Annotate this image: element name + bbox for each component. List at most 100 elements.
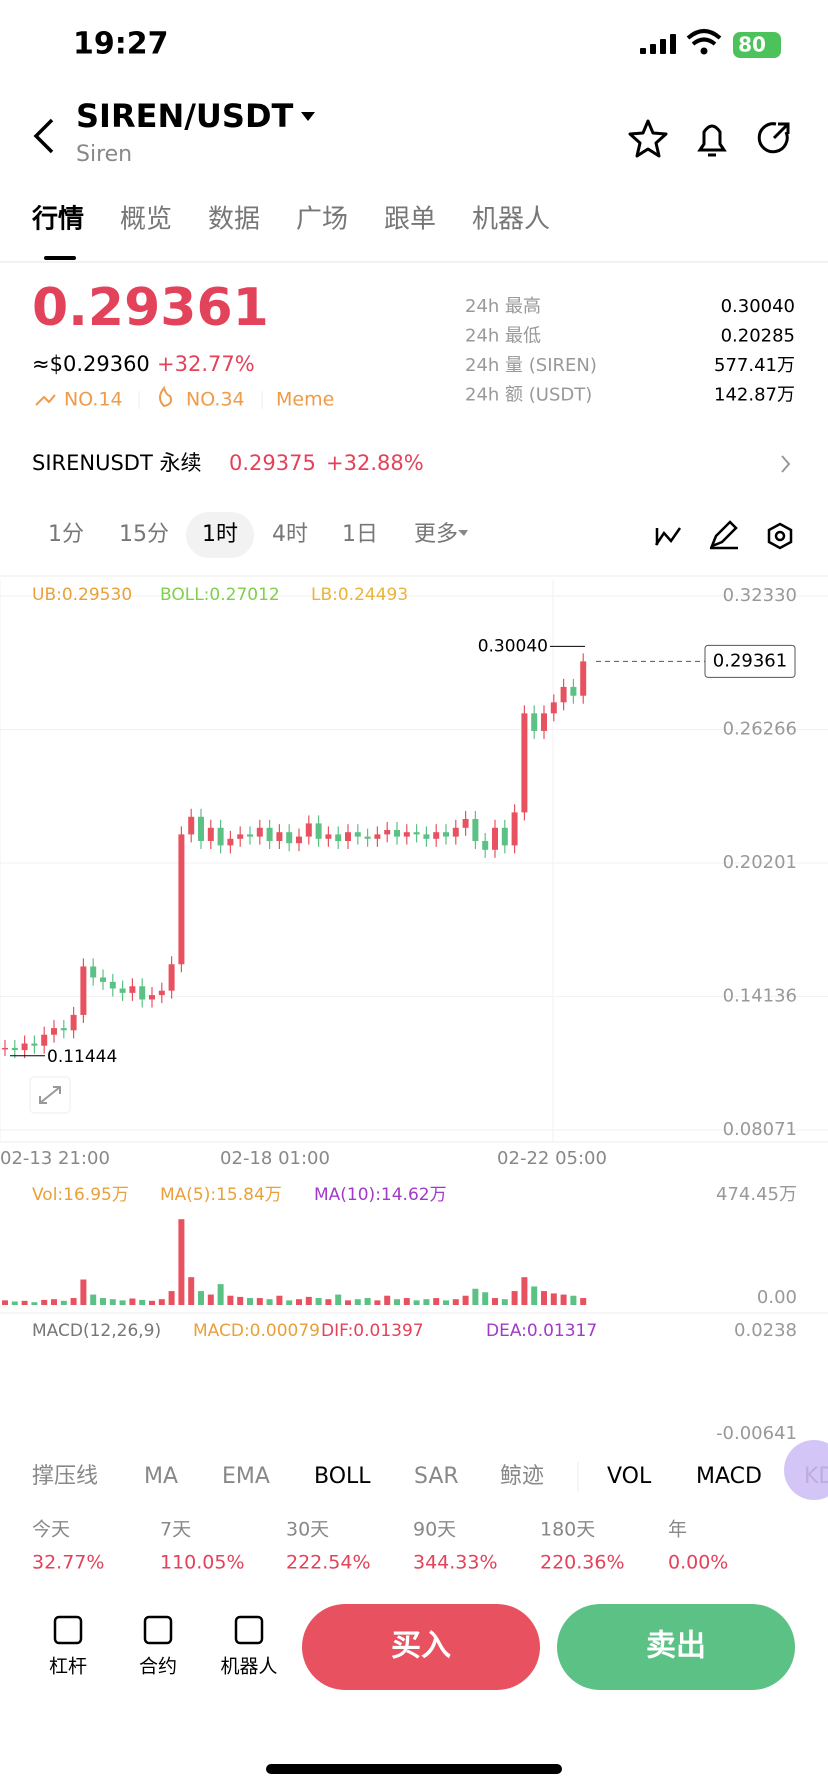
tab[interactable]: 概览: [120, 205, 172, 235]
more-dropdown[interactable]: [458, 530, 468, 536]
interval[interactable]: 更多: [414, 522, 458, 547]
tab[interactable]: 机器人: [472, 205, 550, 235]
candle-body: [364, 836, 371, 839]
volume-bar: [580, 1298, 587, 1305]
macd-legend: MACD:0.00079: [193, 1321, 320, 1341]
volume-bar: [158, 1299, 165, 1305]
volume-bar: [2, 1300, 8, 1305]
period-change: 222.54%: [286, 1552, 371, 1574]
candle-body: [521, 713, 528, 813]
tool-label[interactable]: 机器人: [220, 1656, 277, 1678]
candle-body: [41, 1034, 48, 1046]
volume-bar: [394, 1299, 400, 1305]
settings-tool[interactable]: [767, 522, 793, 550]
wifi-icon: [686, 29, 722, 46]
volume-bar: [433, 1298, 440, 1305]
volume-bar: [217, 1284, 224, 1305]
volume-bar: [207, 1294, 214, 1305]
period-label: 7天: [160, 1519, 191, 1541]
pair-title[interactable]: SIREN/USDT: [76, 97, 294, 135]
volume-bar: [305, 1296, 312, 1305]
stat-value: 0.20285: [721, 326, 795, 347]
tab[interactable]: 数据: [208, 205, 260, 235]
sell-label[interactable]: 卖出: [646, 1629, 706, 1664]
home-indicator: [266, 1764, 562, 1774]
candle-body: [394, 829, 400, 837]
favorite-button[interactable]: [628, 119, 668, 158]
volume-bar: [452, 1299, 459, 1305]
usd-price: ≈$0.29360: [32, 352, 150, 376]
candle-body: [149, 995, 155, 1000]
candle-body: [21, 1043, 28, 1051]
candle-body: [158, 990, 165, 996]
volume-bar: [51, 1299, 57, 1305]
period-label: 年: [668, 1519, 687, 1541]
buy-label[interactable]: 买入: [391, 1629, 451, 1664]
indicator-tab[interactable]: MA: [144, 1464, 178, 1489]
alert-button[interactable]: [697, 124, 727, 157]
volume-bar: [511, 1291, 518, 1305]
candle-body: [60, 1028, 67, 1031]
interval[interactable]: 1日: [342, 522, 378, 547]
volume-bar: [550, 1293, 557, 1305]
y-tick-label: 0.20201: [723, 852, 797, 873]
perp-arrow[interactable]: [781, 455, 791, 473]
tool-icon[interactable]: [234, 1615, 264, 1645]
perp-price[interactable]: 0.29375: [229, 451, 316, 475]
volume-bar: [188, 1277, 195, 1305]
volume-bar: [237, 1296, 244, 1305]
draw-tool[interactable]: [709, 520, 738, 550]
interval[interactable]: 4时: [272, 522, 308, 547]
indicator-tool[interactable]: [654, 527, 682, 546]
sell-button[interactable]: [557, 1604, 795, 1690]
share-button[interactable]: [757, 122, 790, 154]
candle-body: [198, 816, 204, 841]
indicator-tab[interactable]: 撑压线: [32, 1464, 98, 1489]
volume-bar: [423, 1299, 430, 1305]
y-tick-label: 0.32330: [723, 585, 797, 606]
indicator-tab[interactable]: VOL: [607, 1464, 652, 1489]
rank-tag: NO.14: [64, 389, 123, 411]
volume-bar: [443, 1300, 449, 1305]
tool-icon[interactable]: [143, 1615, 173, 1645]
back-button[interactable]: [33, 118, 54, 154]
tool-label[interactable]: 合约: [139, 1656, 177, 1678]
tool-icon[interactable]: [53, 1615, 83, 1645]
perp-name[interactable]: SIRENUSDT 永续: [32, 451, 201, 475]
indicator-tab[interactable]: 鲸迹: [500, 1464, 544, 1489]
tab[interactable]: 行情: [31, 204, 84, 235]
indicator-tab[interactable]: MACD: [696, 1464, 762, 1489]
candle-body: [403, 832, 410, 837]
perp-change[interactable]: +32.88%: [326, 451, 424, 475]
candle-body: [305, 823, 312, 837]
indicator-tab[interactable]: BOLL: [314, 1464, 371, 1489]
last-price-box: [704, 644, 796, 678]
interval[interactable]: 15分: [119, 522, 169, 547]
volume-bar: [413, 1300, 420, 1305]
y-tick-label: 0.08071: [723, 1119, 797, 1140]
pair-dropdown[interactable]: [301, 112, 315, 121]
candle-body: [384, 829, 391, 835]
volume-bar: [472, 1288, 479, 1305]
interval[interactable]: 1时: [202, 522, 238, 547]
tab[interactable]: 广场: [296, 205, 348, 235]
tab[interactable]: 跟单: [384, 205, 436, 235]
high-label: 0.30040: [478, 636, 548, 656]
tool-label[interactable]: 杠杆: [49, 1656, 87, 1678]
buy-button[interactable]: [302, 1604, 540, 1690]
low-label: 0.11444: [47, 1047, 117, 1067]
volume-bar: [247, 1298, 253, 1305]
candle-body: [492, 827, 498, 850]
volume-bar: [11, 1301, 18, 1305]
candle-body: [286, 832, 293, 844]
floating-bot[interactable]: [784, 1440, 828, 1500]
stat-value: 577.41万: [714, 355, 795, 376]
volume-bar: [41, 1299, 48, 1305]
candle-body: [276, 832, 283, 841]
interval[interactable]: 1分: [48, 522, 84, 547]
indicator-tab[interactable]: SAR: [414, 1464, 459, 1489]
volume-bar: [325, 1299, 332, 1305]
indicator-tab[interactable]: EMA: [222, 1464, 270, 1489]
volume-bar: [276, 1295, 283, 1305]
